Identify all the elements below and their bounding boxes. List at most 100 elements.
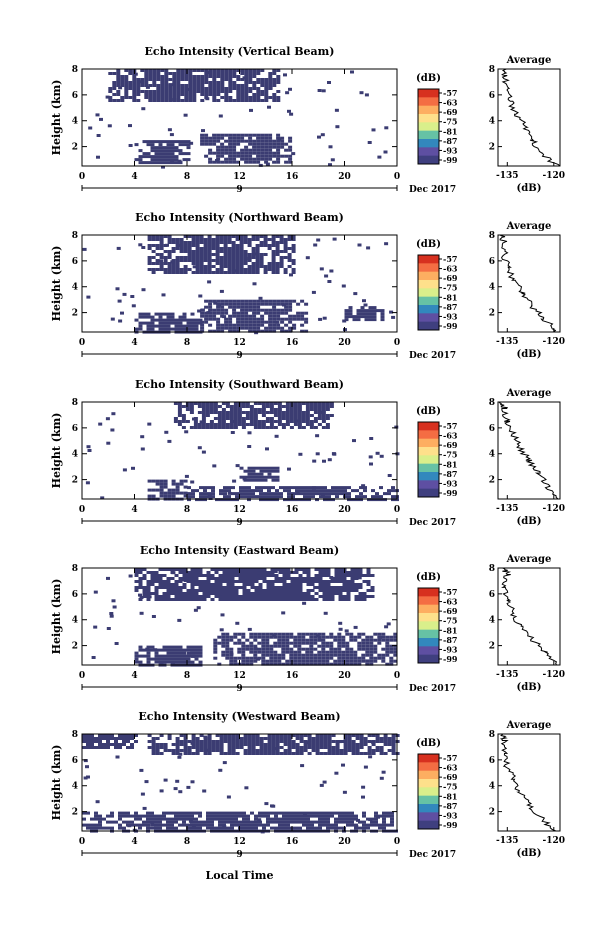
heatmap-cell — [170, 149, 175, 153]
heatmap-cell — [130, 737, 134, 740]
heatmap-cell — [177, 423, 182, 426]
heatmap-cell — [170, 315, 175, 319]
colorbar-tick-label: -75 — [443, 616, 457, 626]
heatmap-cell — [233, 632, 238, 636]
heatmap-cell — [248, 148, 253, 152]
heatmap-cell — [232, 157, 237, 161]
heatmap-cell — [256, 87, 261, 90]
heatmap-cell — [287, 235, 292, 238]
heatmap-cell — [175, 743, 180, 746]
heatmap-speckle — [265, 162, 270, 166]
heatmap-cell — [232, 84, 237, 87]
heatmap-cell — [321, 662, 326, 666]
heatmap-cell — [240, 148, 245, 152]
heatmap-cell — [253, 638, 258, 642]
heatmap-cell — [244, 72, 249, 75]
heatmap-cell — [325, 650, 330, 654]
heatmap-cell — [270, 598, 275, 601]
heatmap-cell — [174, 589, 179, 592]
heatmap-cell — [195, 253, 200, 256]
heatmap-speckle — [190, 480, 195, 484]
heatmap-cell — [218, 580, 223, 583]
heatmap-speckle — [218, 114, 223, 118]
heatmap-speckle — [361, 785, 366, 789]
heatmap-cell — [162, 598, 167, 601]
heatmap-cell — [277, 659, 282, 663]
heatmap-cell — [147, 256, 152, 259]
heatmap-cell — [242, 814, 246, 818]
heatmap-cell — [299, 746, 304, 749]
heatmap-cell — [230, 817, 234, 821]
heatmap-cell — [243, 268, 248, 271]
heatmap-cell — [287, 265, 292, 268]
x-tick-label: 0 — [79, 837, 85, 847]
heatmap-cell — [232, 154, 237, 158]
heatmap-cell — [248, 317, 253, 321]
heatmap-cell — [277, 662, 282, 666]
heatmap-cell — [315, 498, 319, 502]
heatmap-cell — [318, 580, 323, 583]
heatmap-cell — [110, 734, 114, 737]
heatmap-cell — [175, 752, 180, 755]
heatmap-cell — [124, 96, 129, 99]
heatmap-cell — [219, 752, 224, 755]
heatmap-cell — [176, 99, 181, 102]
heatmap-cell — [166, 327, 171, 331]
heatmap-cell — [247, 743, 252, 746]
heatmap-cell — [240, 308, 245, 312]
heatmap-cell — [231, 740, 236, 743]
heatmap-cell — [240, 133, 245, 137]
heatmap-cell — [173, 402, 178, 405]
heatmap-cell — [335, 746, 340, 749]
heatmap-cell — [247, 498, 251, 502]
heatmap-cell — [231, 265, 236, 268]
heatmap-cell — [224, 133, 229, 137]
heatmap-cell — [386, 814, 390, 818]
heatmap-cell — [337, 659, 342, 663]
heatmap-cell — [234, 598, 239, 601]
heatmap-cell — [162, 595, 167, 598]
y-tick-label: 6 — [72, 257, 78, 267]
heatmap-cell — [302, 598, 307, 601]
heatmap-cell — [240, 154, 245, 158]
heatmap-cell — [391, 498, 395, 502]
heatmap-cell — [146, 645, 151, 649]
heatmap-cell — [354, 598, 359, 601]
heatmap-cell — [281, 423, 286, 426]
heatmap-cell — [167, 749, 172, 752]
heatmap-cell — [200, 314, 205, 318]
heatmap-cell — [279, 262, 284, 265]
heatmap-cell — [155, 749, 160, 752]
heatmap-cell — [203, 752, 208, 755]
heatmap-cell — [212, 317, 217, 321]
heatmap-cell — [232, 139, 237, 143]
heatmap-cell — [372, 315, 377, 319]
heatmap-cell — [235, 262, 240, 265]
heatmap-cell — [379, 737, 384, 740]
heatmap-cell — [148, 84, 153, 87]
heatmap-cell — [166, 660, 171, 664]
heatmap-cell — [191, 253, 196, 256]
heatmap-cell — [164, 90, 169, 93]
heatmap-cell — [353, 650, 358, 654]
heatmap-cell — [207, 268, 212, 271]
heatmap-cell — [270, 571, 275, 574]
heatmap-cell — [331, 498, 335, 502]
heatmap-cell — [307, 492, 311, 496]
heatmap-cell — [170, 158, 175, 162]
heatmap-cell — [254, 595, 259, 598]
heatmap-cell — [381, 635, 386, 639]
heatmap-cell — [346, 580, 351, 583]
heatmap-cell — [185, 402, 190, 405]
x-tick-label: 20 — [338, 671, 351, 681]
heatmap-cell — [155, 479, 160, 483]
heatmap-cell — [242, 580, 247, 583]
heatmap-cell — [269, 405, 274, 408]
heatmap-cell — [275, 743, 280, 746]
average-frame — [497, 567, 561, 666]
heatmap-cell — [267, 469, 272, 473]
heatmap-cell — [240, 311, 245, 315]
heatmap-cell — [303, 749, 308, 752]
heatmap-cell — [155, 482, 160, 486]
heatmap-cell — [233, 635, 238, 639]
